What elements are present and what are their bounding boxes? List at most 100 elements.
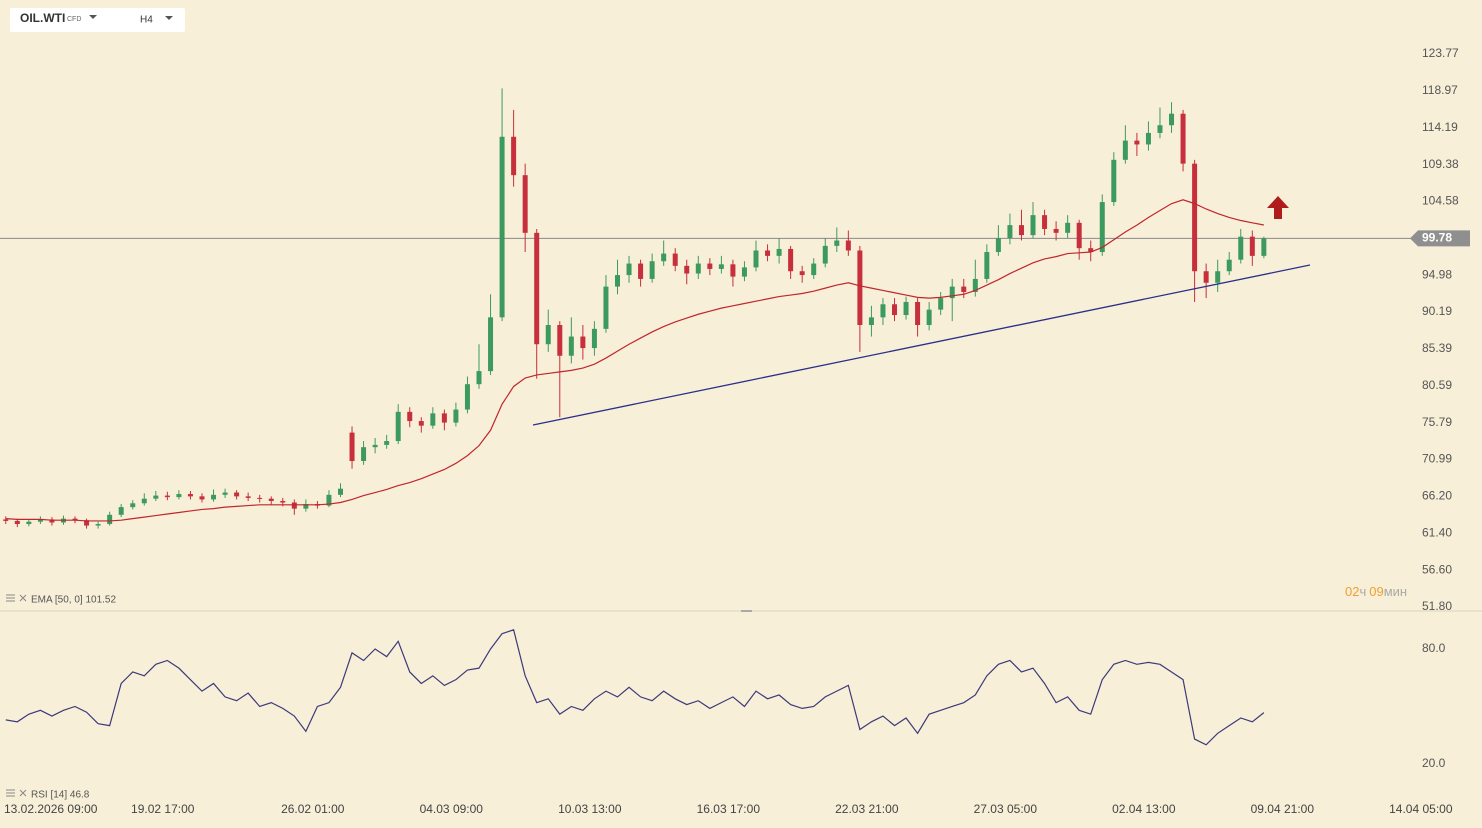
candle-body — [326, 494, 332, 506]
candle-body — [268, 498, 274, 501]
candle-body — [37, 519, 43, 522]
candle-body — [349, 432, 355, 462]
candle-body — [1007, 225, 1013, 239]
y-tick-label: 104.58 — [1422, 194, 1459, 208]
x-tick-label: 14.04 05:00 — [1389, 802, 1453, 816]
candle-body — [130, 503, 136, 508]
dropdown-arrow[interactable] — [89, 15, 97, 19]
candle-body — [1134, 140, 1140, 145]
countdown-minutes-unit: мин — [1384, 584, 1407, 599]
candle-body — [245, 496, 251, 498]
close-icon[interactable] — [19, 594, 27, 602]
settings-icon[interactable] — [6, 789, 15, 797]
candle-body — [1030, 215, 1036, 236]
candle-body — [1122, 140, 1128, 160]
candle-body — [49, 519, 55, 523]
x-tick-label: 10.03 13:00 — [558, 802, 622, 816]
candle-body — [1203, 271, 1209, 283]
rsi-line — [5, 629, 1265, 746]
candle-body — [1111, 159, 1117, 203]
candle-body — [72, 518, 78, 521]
candle-body — [430, 413, 436, 426]
candle-body — [568, 336, 574, 356]
candle-body — [984, 252, 990, 279]
candle-body — [822, 245, 828, 264]
candle-body — [95, 524, 101, 526]
candle-body — [1226, 259, 1232, 272]
ema-line — [5, 199, 1264, 522]
candle-body — [1238, 236, 1244, 260]
candle-body — [672, 253, 678, 266]
candle-body — [684, 265, 690, 274]
candle-body — [1157, 125, 1163, 133]
candle-body — [1065, 222, 1071, 233]
candle-body — [26, 521, 32, 525]
candle-body — [511, 136, 517, 176]
last-price-tag — [1410, 230, 1470, 247]
plot-layer: 123.77 118.97 114.19 109.38 104.58 94.98 90.19… — [0, 46, 1470, 816]
rsi-legend: RSI [14] 46.8 — [6, 789, 90, 801]
candle-body — [153, 495, 159, 499]
candle-body — [626, 263, 632, 276]
candle-body — [141, 498, 147, 504]
candle-body — [880, 304, 886, 318]
settings-icon[interactable] — [6, 594, 15, 602]
candle-body — [868, 317, 874, 326]
candle-body — [915, 301, 921, 326]
candle-body — [199, 496, 205, 500]
candle-countdown: 02ч 09мин — [1345, 584, 1407, 599]
candle-body — [211, 494, 217, 500]
y-tick-label: 56.60 — [1422, 562, 1452, 576]
candle-body — [488, 317, 494, 372]
candle-body — [811, 263, 817, 276]
candle-body — [372, 444, 378, 448]
candle-body — [961, 286, 967, 292]
candle-body — [545, 325, 551, 345]
candle-body — [741, 267, 747, 277]
y-tick-label: 80.0 — [1422, 641, 1446, 655]
candle-body — [176, 494, 182, 498]
y-tick-label: 75.79 — [1422, 415, 1452, 429]
candle-body — [730, 264, 736, 277]
candle-body — [707, 263, 713, 269]
x-tick-label: 02.04 13:00 — [1112, 802, 1176, 816]
symbol-box — [10, 8, 185, 32]
candle-body — [765, 250, 771, 256]
candle-body — [337, 488, 343, 495]
candle-body — [14, 520, 20, 525]
candle-body — [453, 409, 459, 423]
ema-label: EMA [50, 0] 101.52 — [31, 595, 116, 606]
y-tick-label: 109.38 — [1422, 157, 1459, 171]
candle-body — [1192, 163, 1198, 272]
y-tick-label: 123.77 — [1422, 46, 1459, 60]
candle-body — [384, 441, 390, 445]
y-tick-label: 51.80 — [1422, 599, 1452, 613]
candle-body — [1076, 222, 1082, 249]
candle-body — [1145, 132, 1151, 145]
candle-body — [522, 175, 528, 233]
close-icon[interactable] — [19, 789, 27, 797]
y-tick-label: 85.39 — [1422, 341, 1452, 355]
candle-body — [799, 271, 805, 276]
dropdown-arrow[interactable] — [165, 16, 173, 20]
candle-body — [418, 421, 424, 426]
symbol[interactable]: OIL.WTI — [20, 11, 65, 25]
countdown-hours: 02 — [1345, 584, 1359, 599]
ema-legend: EMA [50, 0] 101.52 — [6, 594, 116, 606]
y-tick-label: 80.59 — [1422, 378, 1452, 392]
candle-body — [291, 502, 297, 509]
candle-body — [464, 384, 470, 410]
trend-line[interactable] — [532, 264, 1311, 426]
timeframe[interactable]: H4 — [140, 15, 153, 26]
candle-body — [1261, 238, 1267, 256]
candle-body — [234, 492, 240, 497]
symbol-selector[interactable]: OIL.WTI CFD H4 — [10, 8, 185, 32]
candle-body — [1249, 236, 1255, 256]
y-tick-label: 90.19 — [1422, 304, 1452, 318]
candle-body — [534, 232, 540, 345]
candle-body — [84, 520, 90, 526]
y-tick-label: 118.97 — [1422, 83, 1458, 97]
candle-body — [845, 240, 851, 251]
